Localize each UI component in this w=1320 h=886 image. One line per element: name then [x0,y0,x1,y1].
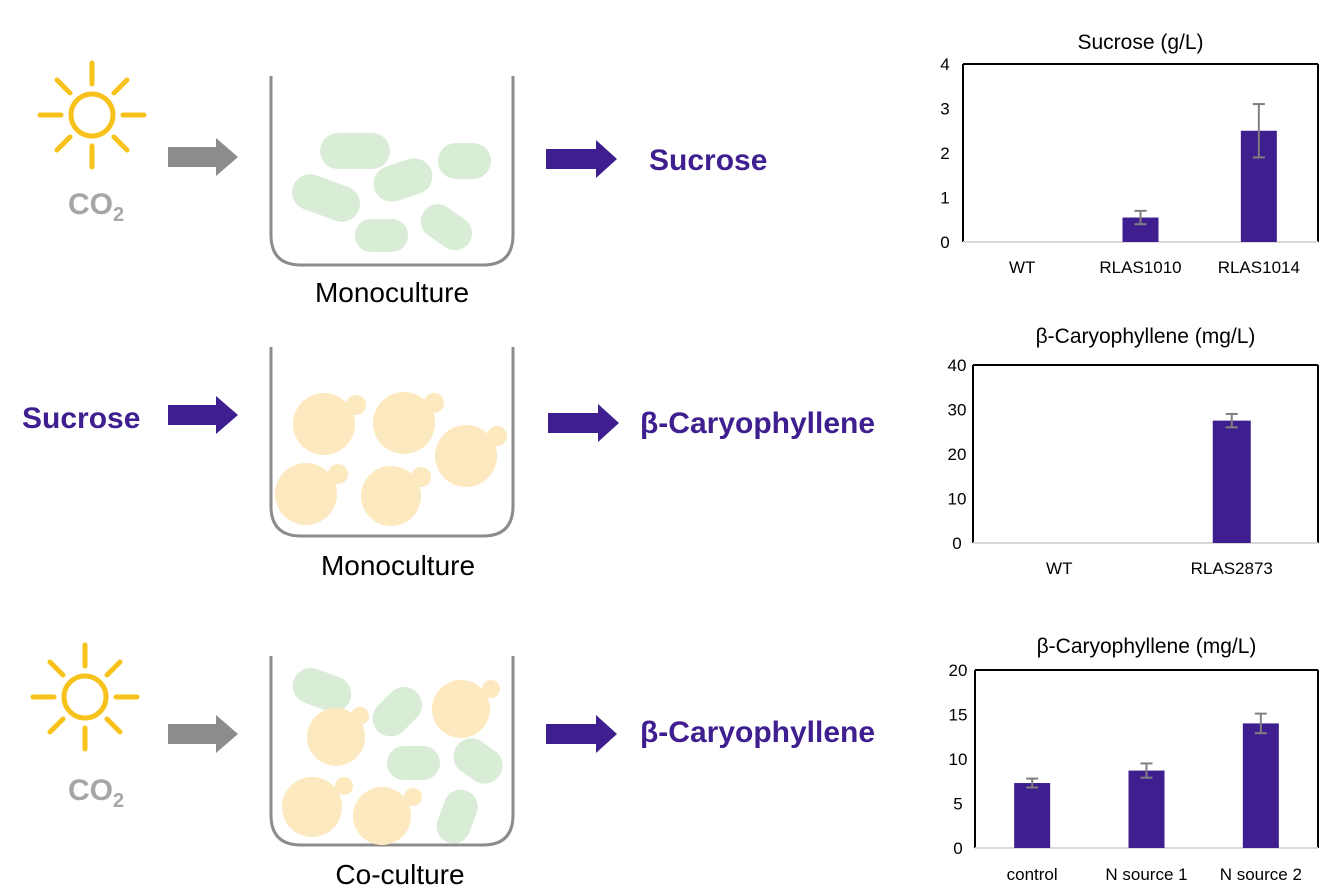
yeast-cell-icon [282,777,353,837]
cyanobacteria-cell-icon [387,746,440,780]
beaker-icon [269,656,515,847]
y-tick-label: 0 [953,839,962,858]
output-label: β-Caryophyllene [640,716,875,749]
y-tick-label: 10 [948,490,967,509]
error-bar [1026,777,1039,789]
purple-arrow-icon [168,396,238,434]
x-tick-label: RLAS2873 [1191,559,1273,578]
error-bar [1225,412,1238,429]
x-tick-label: WT [1046,559,1072,578]
caryophyllene-coculture-chart: β-Caryophyllene (mg/L) 0 5 10 15 20 control N s… [949,635,1319,884]
y-tick-label: 30 [948,401,967,420]
yeast-cell-icon [307,707,369,766]
beaker-icon [269,76,515,267]
cyanobacteria-cell-icon [373,158,433,202]
y-tick-label: 20 [948,445,967,464]
y-tick-label: 0 [952,534,961,553]
yeast-cell-icon [275,463,348,525]
y-tick-label: 3 [940,100,949,119]
input-label: Sucrose [22,402,140,435]
cyanobacteria-cell-icon [436,789,478,844]
y-tick-label: 20 [949,661,968,680]
yeast-cells [275,392,507,526]
x-tick-label: RLAS1014 [1218,258,1300,277]
cyanobacteria-cell-icon [438,143,491,179]
bar [1128,770,1165,848]
chart-title: Sucrose (g/L) [1077,31,1203,54]
cyanobacteria-cell-icon [355,219,408,252]
purple-arrow-icon [546,140,617,178]
purple-arrow-icon [548,404,619,442]
row-2: Sucrose Monoculture β-Caryophyllene [22,347,875,581]
yeast-cell-icon [361,466,431,526]
input-label: CO2 [68,188,124,226]
mixed-cells [282,667,503,845]
y-tick-label: 15 [949,706,968,725]
x-tick-label: WT [1009,258,1035,277]
input-label: CO2 [68,774,124,812]
cyanobacteria-cells [292,133,491,252]
y-tick-label: 1 [940,189,949,208]
sun-icon [33,645,137,749]
x-tick-label: control [1007,865,1058,884]
yeast-cell-icon [373,392,444,454]
row-3: CO2 Co-culture β-Caryophyllene [33,645,875,886]
cyanobacteria-cell-icon [453,738,503,784]
bar [1212,420,1251,543]
row-1: CO2 Monoculture Sucrose [40,63,767,308]
caryophyllene-monoculture-chart: β-Caryophyllene (mg/L) 0 10 20 30 40 WT RLAS287… [948,325,1319,578]
output-label: β-Caryophyllene [640,407,875,440]
y-tick-label: 5 [953,795,962,814]
grey-arrow-icon [168,138,238,176]
cyanobacteria-cell-icon [320,133,390,169]
y-tick-label: 10 [949,750,968,769]
beaker-icon [269,347,515,538]
beaker-label: Monoculture [321,550,475,581]
sucrose-chart: Sucrose (g/L) 0 1 2 3 4 WT RLAS1010 RLAS1014 [940,31,1319,277]
bar [1242,723,1279,848]
cyanobacteria-cell-icon [420,204,473,251]
error-bar [1140,762,1153,779]
chart-title: β-Caryophyllene (mg/L) [1037,635,1257,658]
beaker-label: Monoculture [315,277,469,308]
y-tick-label: 4 [940,55,949,74]
cyanobacteria-cell-icon [292,174,360,222]
cyanobacteria-cell-icon [292,667,352,713]
error-bar [1252,103,1265,159]
beaker-label: Co-culture [335,859,464,886]
x-tick-label: N source 2 [1220,865,1302,884]
yeast-cell-icon [293,393,366,455]
y-tick-label: 40 [948,356,967,375]
purple-arrow-icon [546,715,617,753]
chart-title: β-Caryophyllene (mg/L) [1036,325,1256,348]
cyanobacteria-cell-icon [372,686,423,737]
sun-icon [40,63,144,167]
error-bar [1254,712,1267,735]
bar [1014,783,1051,848]
yeast-cell-icon [353,787,422,845]
output-label: Sucrose [649,144,767,177]
grey-arrow-icon [168,715,238,753]
x-tick-label: N source 1 [1105,865,1187,884]
x-tick-label: RLAS1010 [1099,258,1181,277]
y-tick-label: 0 [940,233,949,252]
error-bar [1134,209,1147,226]
yeast-cell-icon [435,425,507,487]
y-tick-label: 2 [940,144,949,163]
yeast-cell-icon [432,680,500,738]
